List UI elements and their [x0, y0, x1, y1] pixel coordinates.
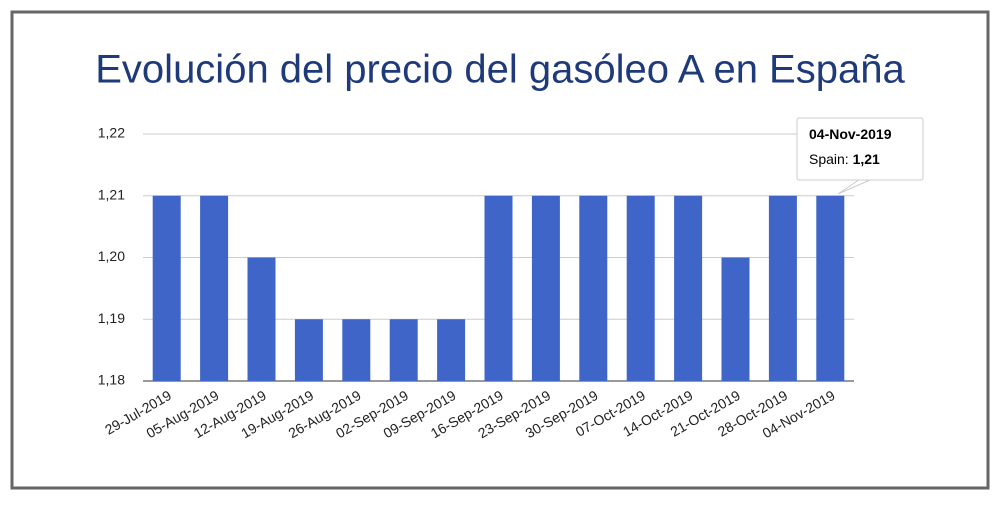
bar	[674, 195, 703, 381]
bar	[721, 257, 750, 381]
bar	[247, 257, 276, 381]
bar	[579, 195, 608, 381]
y-tick-label: 1,20	[98, 248, 125, 264]
bar	[768, 195, 797, 381]
bar	[484, 195, 513, 381]
y-tick-label: 1,22	[98, 125, 125, 141]
chart-title: Evolución del precio del gasóleo A en Es…	[95, 48, 905, 92]
y-tick-label: 1,21	[98, 186, 125, 202]
bar	[342, 319, 371, 381]
bar	[294, 319, 323, 381]
y-tick-label: 1,19	[98, 310, 125, 326]
bar	[152, 195, 181, 381]
bar	[531, 195, 560, 381]
tooltip-value: 1,21	[853, 151, 880, 167]
bar	[626, 195, 655, 381]
bar	[437, 319, 466, 381]
tooltip: 04-Nov-2019 Spain: 1,21	[796, 117, 924, 181]
y-tick-label: 1,18	[98, 372, 125, 388]
tooltip-label: Spain: 1,21	[809, 151, 880, 167]
bar	[816, 195, 845, 381]
bar	[389, 319, 418, 381]
tooltip-series: Spain:	[809, 151, 849, 167]
tooltip-box	[796, 117, 924, 181]
bar	[200, 195, 229, 381]
tooltip-pointer	[838, 178, 873, 195]
tooltip-title: 04-Nov-2019	[809, 126, 892, 142]
